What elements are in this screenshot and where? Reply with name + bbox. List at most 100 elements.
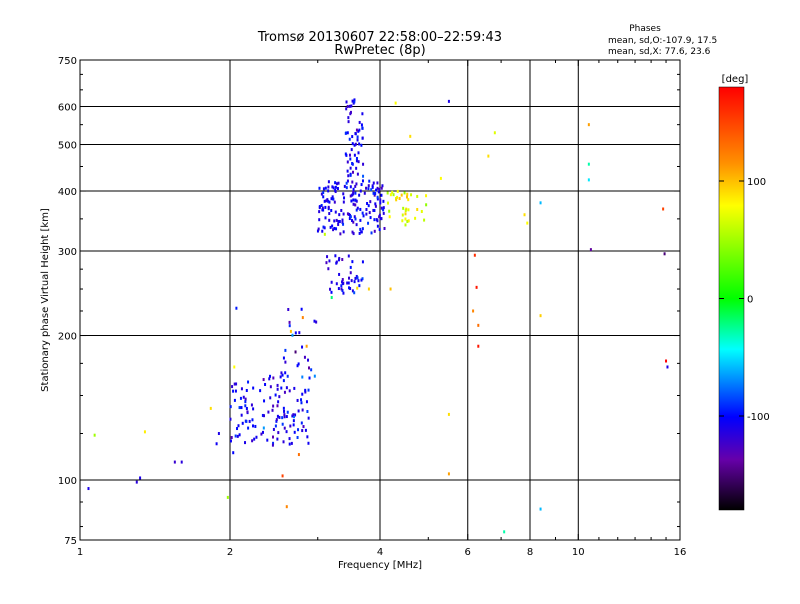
data-point [356, 276, 359, 280]
data-point [359, 218, 362, 222]
data-point [237, 424, 240, 428]
data-point [342, 192, 345, 196]
data-point [353, 291, 356, 295]
data-point [254, 424, 257, 428]
data-point [318, 218, 321, 222]
data-point [285, 386, 288, 390]
colorbar-tick-label: 100 [747, 177, 766, 188]
data-point [217, 432, 220, 436]
data-point [338, 213, 341, 217]
data-point [341, 289, 344, 293]
data-point [353, 98, 356, 102]
data-point [354, 217, 357, 221]
data-point [351, 289, 354, 293]
data-point [296, 435, 299, 439]
data-point [327, 205, 330, 209]
data-point [368, 211, 371, 215]
y-tick-label: 200 [58, 332, 77, 343]
data-point [340, 287, 343, 291]
data-point [248, 419, 251, 423]
data-point [348, 212, 351, 216]
data-point [333, 219, 336, 223]
data-point [235, 306, 238, 310]
data-point [346, 160, 349, 164]
data-point [235, 382, 238, 386]
data-point [276, 414, 279, 418]
data-point [376, 195, 379, 199]
data-point [318, 205, 321, 209]
data-point [335, 282, 338, 286]
data-point [342, 222, 345, 226]
data-point [306, 410, 309, 414]
data-point [308, 376, 311, 380]
data-point [284, 360, 287, 364]
data-point [523, 213, 526, 217]
data-point [324, 186, 327, 190]
data-point [268, 377, 271, 381]
data-point [539, 507, 542, 511]
x-tick-label: 2 [227, 547, 233, 558]
data-point [346, 179, 349, 183]
data-point [345, 100, 348, 104]
data-point [291, 333, 294, 337]
data-point [335, 182, 338, 186]
data-point [313, 319, 316, 323]
data-point [285, 505, 288, 509]
data-point [372, 208, 375, 212]
data-point [281, 474, 284, 478]
data-point [301, 345, 304, 349]
data-point [297, 453, 300, 457]
data-point [346, 169, 349, 173]
x-tick-label: 4 [377, 547, 383, 558]
data-point [341, 282, 344, 286]
data-point [355, 156, 358, 160]
data-point [274, 393, 277, 397]
data-point [338, 220, 341, 224]
data-point [370, 188, 373, 192]
data-point [330, 280, 333, 284]
data-point [241, 421, 244, 425]
data-point [336, 187, 339, 191]
data-point [251, 439, 254, 443]
data-point [322, 191, 325, 195]
data-point [143, 430, 146, 434]
data-point [294, 350, 297, 354]
data-point [275, 419, 278, 423]
data-point [382, 211, 385, 215]
data-point [261, 413, 264, 417]
data-point [332, 228, 335, 232]
data-point [266, 438, 269, 442]
data-point [244, 400, 247, 404]
data-point [226, 495, 229, 499]
data-point [349, 271, 352, 275]
data-point [263, 399, 266, 403]
data-point [323, 232, 326, 236]
data-point [324, 216, 327, 220]
data-point [406, 192, 409, 196]
data-point [333, 226, 336, 230]
data-point [305, 344, 308, 348]
data-point [135, 480, 138, 484]
data-point [292, 423, 295, 427]
data-point [269, 374, 272, 378]
data-point [343, 196, 346, 200]
data-point [313, 374, 316, 378]
data-point [288, 437, 291, 441]
data-point [281, 422, 284, 426]
data-point [321, 206, 324, 210]
data-point [307, 366, 310, 370]
data-point [388, 215, 391, 219]
data-point [341, 258, 344, 262]
data-point [285, 415, 288, 419]
data-point [300, 307, 303, 311]
data-point [402, 206, 405, 210]
data-point [341, 218, 344, 222]
data-point [290, 441, 293, 445]
y-tick-label: 300 [58, 247, 77, 258]
data-point [236, 434, 239, 438]
data-point [301, 429, 304, 433]
data-point [407, 208, 410, 212]
data-point [349, 166, 352, 170]
